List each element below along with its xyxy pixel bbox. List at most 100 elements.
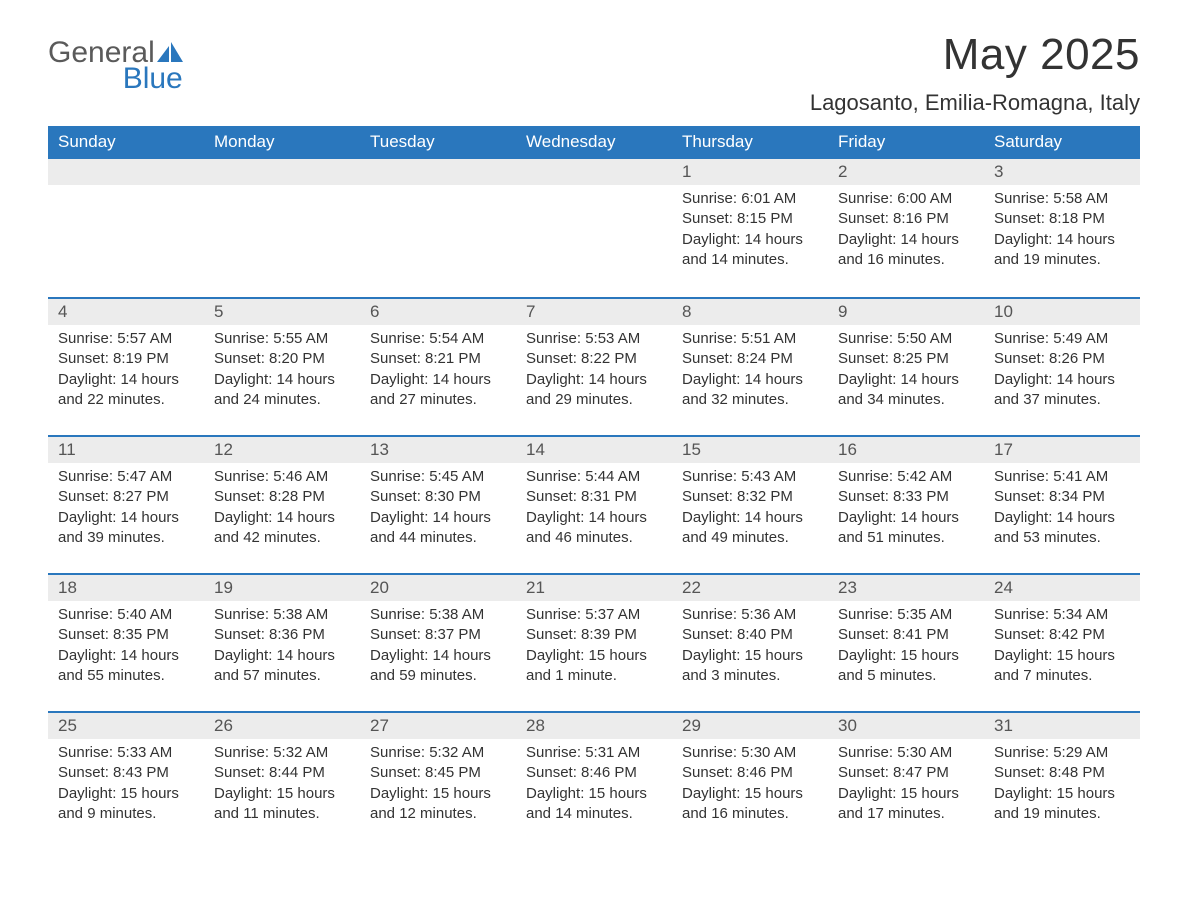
day-details: Sunrise: 5:40 AMSunset: 8:35 PMDaylight:… [54, 605, 198, 686]
day-cell: 16Sunrise: 5:42 AMSunset: 8:33 PMDayligh… [828, 437, 984, 573]
day-sunset: Sunset: 8:33 PM [838, 487, 978, 507]
day-details: Sunrise: 5:42 AMSunset: 8:33 PMDaylight:… [834, 467, 978, 548]
day-daylight1: Daylight: 15 hours [838, 784, 978, 804]
day-daylight1: Daylight: 14 hours [994, 508, 1134, 528]
day-number [516, 159, 672, 185]
week-row: 18Sunrise: 5:40 AMSunset: 8:35 PMDayligh… [48, 573, 1140, 711]
day-daylight2: and 11 minutes. [214, 804, 354, 824]
day-sunset: Sunset: 8:42 PM [994, 625, 1134, 645]
day-daylight1: Daylight: 14 hours [58, 370, 198, 390]
day-sunset: Sunset: 8:18 PM [994, 209, 1134, 229]
day-cell: 15Sunrise: 5:43 AMSunset: 8:32 PMDayligh… [672, 437, 828, 573]
day-sunset: Sunset: 8:24 PM [682, 349, 822, 369]
day-number: 29 [672, 713, 828, 739]
day-number [204, 159, 360, 185]
day-sunrise: Sunrise: 5:53 AM [526, 329, 666, 349]
day-sunrise: Sunrise: 5:45 AM [370, 467, 510, 487]
day-cell: 4Sunrise: 5:57 AMSunset: 8:19 PMDaylight… [48, 299, 204, 435]
day-number: 7 [516, 299, 672, 325]
day-daylight1: Daylight: 15 hours [682, 784, 822, 804]
weeks-container: 1Sunrise: 6:01 AMSunset: 8:15 PMDaylight… [48, 159, 1140, 849]
day-number: 6 [360, 299, 516, 325]
day-daylight2: and 14 minutes. [682, 250, 822, 270]
title-block: May 2025 Lagosanto, Emilia-Romagna, Ital… [810, 30, 1140, 116]
day-cell [48, 159, 204, 297]
calendar: Sunday Monday Tuesday Wednesday Thursday… [48, 126, 1140, 849]
day-daylight1: Daylight: 14 hours [526, 508, 666, 528]
day-sunset: Sunset: 8:31 PM [526, 487, 666, 507]
day-sunrise: Sunrise: 5:37 AM [526, 605, 666, 625]
day-daylight1: Daylight: 14 hours [58, 508, 198, 528]
day-details: Sunrise: 5:45 AMSunset: 8:30 PMDaylight:… [366, 467, 510, 548]
day-cell: 14Sunrise: 5:44 AMSunset: 8:31 PMDayligh… [516, 437, 672, 573]
day-cell: 5Sunrise: 5:55 AMSunset: 8:20 PMDaylight… [204, 299, 360, 435]
day-details: Sunrise: 5:35 AMSunset: 8:41 PMDaylight:… [834, 605, 978, 686]
day-sunset: Sunset: 8:22 PM [526, 349, 666, 369]
day-number: 30 [828, 713, 984, 739]
day-daylight1: Daylight: 15 hours [526, 784, 666, 804]
day-sunrise: Sunrise: 5:32 AM [370, 743, 510, 763]
day-cell: 3Sunrise: 5:58 AMSunset: 8:18 PMDaylight… [984, 159, 1140, 297]
dayheader-mon: Monday [204, 126, 360, 159]
day-details: Sunrise: 6:00 AMSunset: 8:16 PMDaylight:… [834, 189, 978, 270]
day-cell: 2Sunrise: 6:00 AMSunset: 8:16 PMDaylight… [828, 159, 984, 297]
day-sunrise: Sunrise: 5:30 AM [838, 743, 978, 763]
day-daylight1: Daylight: 14 hours [370, 646, 510, 666]
day-sunset: Sunset: 8:15 PM [682, 209, 822, 229]
day-sunset: Sunset: 8:25 PM [838, 349, 978, 369]
day-sunrise: Sunrise: 5:35 AM [838, 605, 978, 625]
brand-logo: General Blue [48, 30, 183, 94]
day-sunset: Sunset: 8:40 PM [682, 625, 822, 645]
day-sunrise: Sunrise: 5:33 AM [58, 743, 198, 763]
day-sunset: Sunset: 8:48 PM [994, 763, 1134, 783]
day-details: Sunrise: 5:44 AMSunset: 8:31 PMDaylight:… [522, 467, 666, 548]
day-number: 19 [204, 575, 360, 601]
day-details: Sunrise: 5:29 AMSunset: 8:48 PMDaylight:… [990, 743, 1134, 824]
day-sunset: Sunset: 8:47 PM [838, 763, 978, 783]
day-sunset: Sunset: 8:30 PM [370, 487, 510, 507]
day-details: Sunrise: 5:31 AMSunset: 8:46 PMDaylight:… [522, 743, 666, 824]
day-sunrise: Sunrise: 5:55 AM [214, 329, 354, 349]
day-sunrise: Sunrise: 5:42 AM [838, 467, 978, 487]
day-details: Sunrise: 5:41 AMSunset: 8:34 PMDaylight:… [990, 467, 1134, 548]
day-daylight1: Daylight: 15 hours [214, 784, 354, 804]
day-daylight1: Daylight: 15 hours [370, 784, 510, 804]
day-number: 4 [48, 299, 204, 325]
day-daylight2: and 59 minutes. [370, 666, 510, 686]
day-daylight2: and 16 minutes. [682, 804, 822, 824]
day-daylight1: Daylight: 14 hours [526, 370, 666, 390]
week-row: 4Sunrise: 5:57 AMSunset: 8:19 PMDaylight… [48, 297, 1140, 435]
dayheader-row: Sunday Monday Tuesday Wednesday Thursday… [48, 126, 1140, 159]
day-daylight2: and 9 minutes. [58, 804, 198, 824]
day-cell: 24Sunrise: 5:34 AMSunset: 8:42 PMDayligh… [984, 575, 1140, 711]
day-number: 17 [984, 437, 1140, 463]
day-number: 11 [48, 437, 204, 463]
day-number: 31 [984, 713, 1140, 739]
day-sunset: Sunset: 8:19 PM [58, 349, 198, 369]
day-daylight1: Daylight: 15 hours [58, 784, 198, 804]
day-cell [516, 159, 672, 297]
day-sunrise: Sunrise: 5:40 AM [58, 605, 198, 625]
day-number [48, 159, 204, 185]
day-daylight2: and 37 minutes. [994, 390, 1134, 410]
day-number: 28 [516, 713, 672, 739]
brand-text: General Blue [48, 38, 183, 94]
day-daylight1: Daylight: 14 hours [838, 230, 978, 250]
day-sunset: Sunset: 8:45 PM [370, 763, 510, 783]
day-details: Sunrise: 5:36 AMSunset: 8:40 PMDaylight:… [678, 605, 822, 686]
day-cell: 7 Sunrise: 5:53 AMSunset: 8:22 PMDaylight… [516, 299, 672, 435]
day-sunrise: Sunrise: 5:46 AM [214, 467, 354, 487]
day-cell: 23Sunrise: 5:35 AMSunset: 8:41 PMDayligh… [828, 575, 984, 711]
day-cell: 26Sunrise: 5:32 AMSunset: 8:44 PMDayligh… [204, 713, 360, 849]
day-cell: 11Sunrise: 5:47 AMSunset: 8:27 PMDayligh… [48, 437, 204, 573]
day-cell: 17 Sunrise: 5:41 AMSunset: 8:34 PMDayligh… [984, 437, 1140, 573]
day-sunset: Sunset: 8:20 PM [214, 349, 354, 369]
day-daylight2: and 53 minutes. [994, 528, 1134, 548]
day-daylight1: Daylight: 14 hours [370, 370, 510, 390]
day-daylight2: and 12 minutes. [370, 804, 510, 824]
day-daylight2: and 19 minutes. [994, 250, 1134, 270]
day-daylight1: Daylight: 14 hours [214, 370, 354, 390]
day-sunset: Sunset: 8:35 PM [58, 625, 198, 645]
day-details: Sunrise: 5:34 AMSunset: 8:42 PMDaylight:… [990, 605, 1134, 686]
day-sunset: Sunset: 8:41 PM [838, 625, 978, 645]
